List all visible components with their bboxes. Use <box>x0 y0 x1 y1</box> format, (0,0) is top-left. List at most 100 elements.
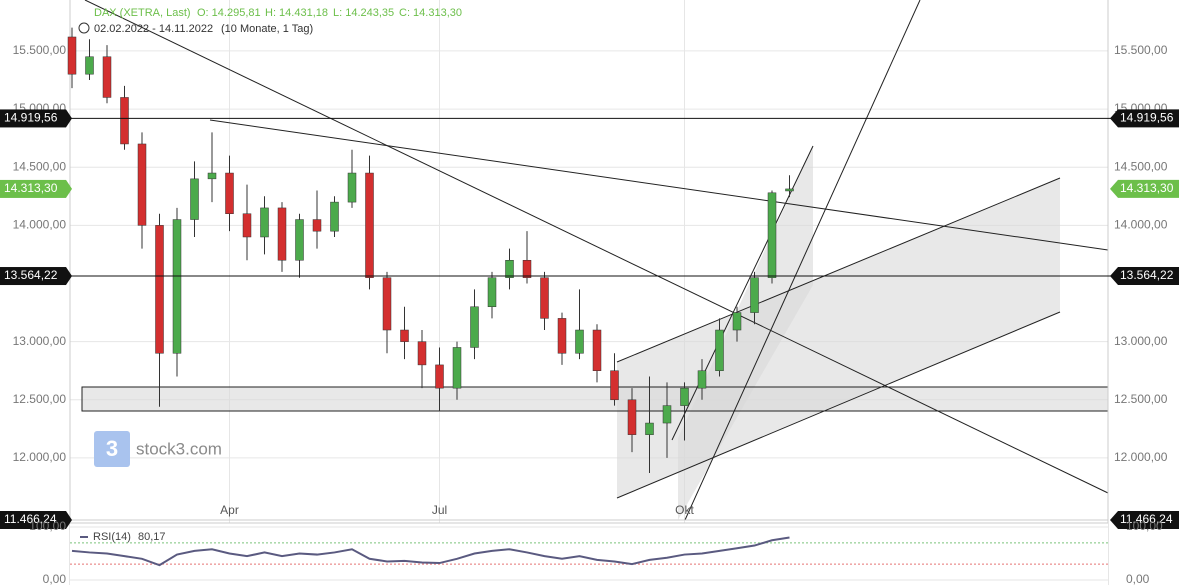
support-zone <box>81 386 1109 412</box>
candle-body <box>365 172 374 278</box>
y-tick-label: 15.500,00 <box>13 43 67 57</box>
ohlc: L: 14.243,35 <box>333 7 394 19</box>
clock-icon <box>78 22 90 34</box>
candle-body <box>67 36 77 75</box>
candle-body <box>750 277 759 313</box>
y-tick-label: 14.500,00 <box>13 159 67 173</box>
x-tick-label: Jul <box>432 503 447 517</box>
candle-body <box>225 172 234 214</box>
rsi-value: 80,17 <box>138 531 166 543</box>
price-tag <box>0 179 66 198</box>
price-label: 11.466,24 <box>4 512 57 526</box>
candle-body <box>645 422 654 435</box>
y-tick-label: 12.500,00 <box>1114 392 1168 406</box>
candle-body <box>85 56 94 75</box>
candle-body <box>190 178 199 220</box>
price-tag <box>0 267 66 286</box>
candle-body <box>417 341 427 366</box>
candle-body <box>540 277 549 319</box>
x-tick-label: Okt <box>675 503 694 517</box>
price-tag <box>0 109 66 128</box>
candle-body <box>592 329 602 371</box>
price-tag <box>66 267 72 286</box>
candle-body <box>732 312 742 331</box>
price-label: 14.313,30 <box>4 181 58 195</box>
candle-body <box>155 225 164 354</box>
price-tag <box>1110 511 1179 529</box>
candle-body <box>330 201 339 232</box>
price-label: 14.313,30 <box>1120 181 1174 195</box>
y-tick-label: 0,00 <box>43 572 67 585</box>
candle-body <box>120 97 129 145</box>
candle-body <box>435 364 444 389</box>
x-tick-label: Apr <box>220 503 239 517</box>
candle-body <box>277 207 287 261</box>
candle-body <box>680 387 689 406</box>
date-range: 02.02.2022 - 14.11.2022 <box>94 23 213 35</box>
candle-body <box>295 219 304 261</box>
ohlc: O: 14.295,81 <box>197 7 261 19</box>
price-tag <box>66 511 72 529</box>
price-tag <box>66 179 72 198</box>
candle-body <box>260 207 269 238</box>
price-tag <box>0 511 66 529</box>
logo-text: stock3.com <box>136 439 222 458</box>
candle-body <box>172 219 182 354</box>
candle-body <box>522 259 532 278</box>
rsi-pane <box>70 523 1108 585</box>
y-tick-label: 13.000,00 <box>13 334 67 348</box>
trend-line <box>684 0 921 521</box>
period: (10 Monate, 1 Tag) <box>221 23 313 35</box>
price-tag <box>1110 179 1179 198</box>
y-tick-label: 12.500,00 <box>13 392 67 406</box>
candle-body <box>347 172 357 203</box>
price-tag <box>1110 267 1179 286</box>
y-tick-label: 0,00 <box>1126 572 1150 585</box>
candle-body <box>242 213 252 238</box>
drawings <box>81 0 1109 521</box>
price-label: 13.564,22 <box>4 268 58 282</box>
ohlc: C: 14.313,30 <box>399 7 462 19</box>
trend-line <box>616 311 1061 499</box>
candle-body <box>382 277 392 331</box>
y-tick-label: 13.000,00 <box>1114 334 1168 348</box>
price-label: 13.564,22 <box>1120 268 1174 282</box>
y-tick-label: 14.500,00 <box>1114 159 1168 173</box>
price-tag <box>66 109 72 128</box>
candle-body <box>102 56 112 98</box>
candle-body <box>627 399 637 435</box>
candle-body <box>312 219 322 232</box>
candle-body <box>207 172 217 180</box>
price-label: 14.919,56 <box>1120 111 1174 125</box>
rsi-line <box>71 536 790 567</box>
candle-body <box>715 329 724 371</box>
candle-body <box>697 370 707 389</box>
trend-line <box>84 0 1109 494</box>
y-tick-label: 100,00 <box>1126 519 1163 533</box>
candle-body <box>662 405 672 424</box>
y-tick-label: 14.000,00 <box>13 218 67 232</box>
y-tick-label: 12.000,00 <box>13 450 67 464</box>
candle-body <box>137 143 147 226</box>
candle-body <box>767 192 777 278</box>
channel <box>678 146 813 520</box>
candle-body <box>400 329 409 342</box>
candle-body <box>785 188 794 192</box>
candle-body <box>452 347 462 389</box>
y-tick-label: 100,00 <box>29 519 66 533</box>
y-tick-label: 12.000,00 <box>1114 450 1168 464</box>
y-tick-label: 14.000,00 <box>1114 218 1168 232</box>
candle-body <box>505 259 514 278</box>
ohlc: H: 14.431,18 <box>265 7 328 19</box>
candle-body <box>487 277 497 308</box>
logo-mark: 3 <box>106 436 118 461</box>
y-tick-label: 15.500,00 <box>1114 43 1168 57</box>
price-tag <box>1110 109 1179 128</box>
candle-body <box>557 318 567 354</box>
trend-line <box>209 119 1109 251</box>
price-label: 11.466,24 <box>1120 512 1173 526</box>
price-label: 14.919,56 <box>4 111 58 125</box>
rsi-name: RSI(14) <box>93 531 131 543</box>
trend-line <box>616 177 1061 363</box>
